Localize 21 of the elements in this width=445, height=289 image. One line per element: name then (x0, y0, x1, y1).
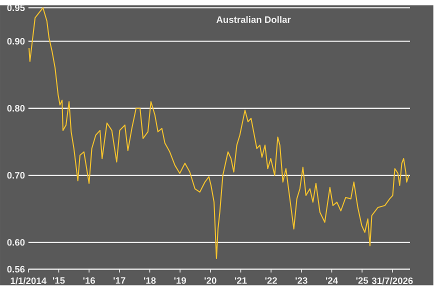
y-tick-label: 0.95 (7, 4, 25, 12)
x-tick-label: '18 (144, 277, 156, 284)
line-series (28, 7, 410, 260)
x-tick-label: '20 (204, 277, 216, 284)
y-tick-label: 0.60 (7, 239, 25, 246)
y-tick-label: 0.56 (7, 266, 25, 273)
x-tick-label: '17 (114, 277, 126, 284)
x-tick-label: '15 (52, 277, 65, 284)
text: Australian Dollar (216, 16, 291, 24)
x-tick-label: '19 (174, 277, 186, 284)
x-tick-label: 1/1/2014 (10, 277, 47, 284)
y-tick-label: 0.80 (7, 105, 25, 112)
x-tick-label: '21 (234, 277, 247, 284)
y-tick-label: 0.70 (7, 172, 25, 179)
y-tick-label: 0.90 (7, 38, 25, 45)
x-tick-label: '16 (83, 277, 96, 284)
x-tick-label: '23 (296, 277, 308, 284)
x-tick-label: '22 (265, 277, 277, 284)
x-tick-label: 31/7/2026 (372, 277, 413, 284)
x-tick-label: '24 (326, 277, 338, 284)
x-tick-label: '25 (356, 277, 368, 284)
